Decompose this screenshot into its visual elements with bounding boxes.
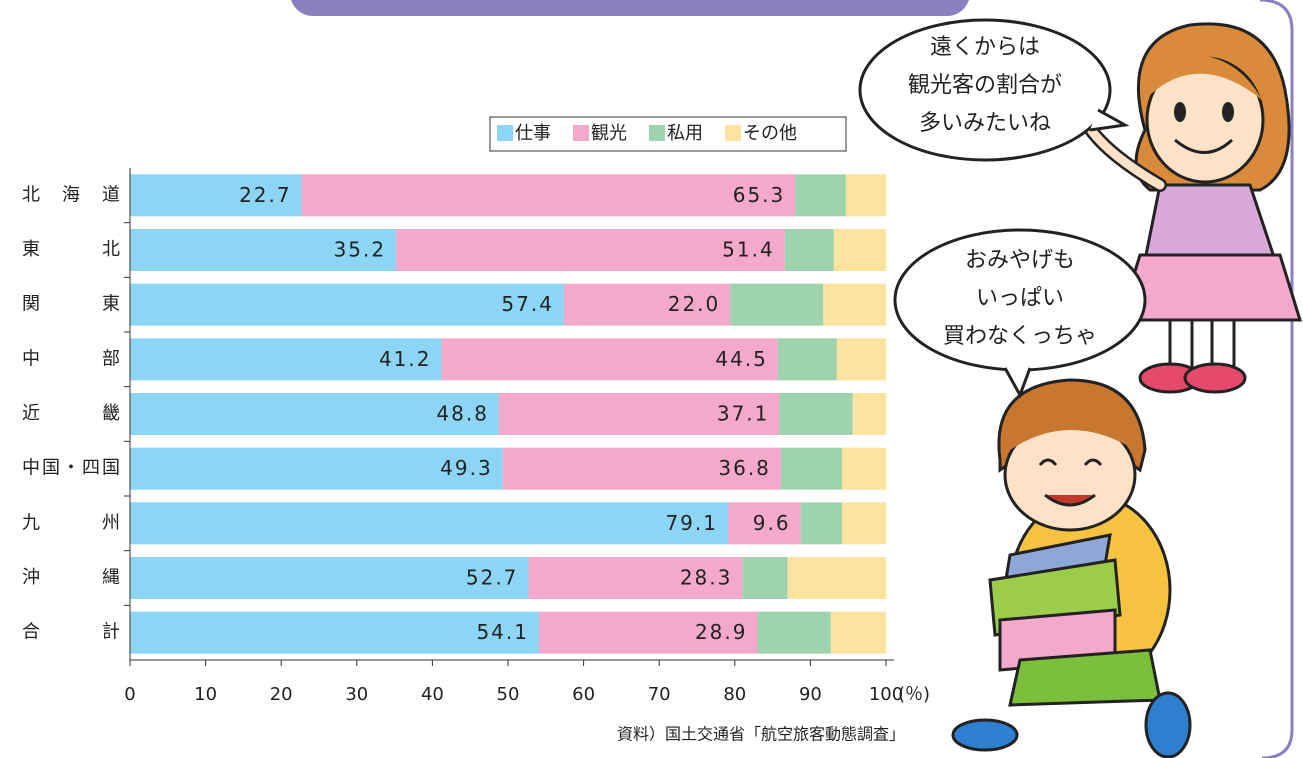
bar-segment xyxy=(130,338,442,381)
data-label: 49.3 xyxy=(440,456,493,480)
bar-segment xyxy=(130,611,539,654)
bubble-text: おみやげも xyxy=(965,248,1075,273)
legend-swatch xyxy=(497,125,513,141)
data-label: 54.1 xyxy=(476,620,529,644)
y-tick-label: 沖縄 xyxy=(22,567,120,588)
bar-segment xyxy=(730,283,824,326)
data-label: 48.8 xyxy=(436,402,489,426)
y-tick-label: 中部 xyxy=(22,348,120,369)
bar-segment xyxy=(795,174,846,217)
bar-segment xyxy=(396,229,785,271)
bar-segment xyxy=(130,229,397,271)
y-tick-label: 東北 xyxy=(22,239,120,260)
data-label: 35.2 xyxy=(334,238,387,262)
boy-illustration xyxy=(951,378,1192,758)
y-tick-label: 関東 xyxy=(22,294,120,315)
bar-segment xyxy=(130,502,728,545)
bar-segment xyxy=(130,557,529,599)
bar-segment xyxy=(538,611,758,654)
bar-segment xyxy=(784,229,834,271)
legend-swatch xyxy=(573,125,589,141)
data-label: 9.6 xyxy=(753,511,791,535)
bar-segment xyxy=(130,447,503,490)
bar-segment xyxy=(833,229,886,271)
data-label: 22.7 xyxy=(239,183,292,207)
bubble-tail xyxy=(1003,367,1032,399)
bar-segment xyxy=(301,174,796,217)
bar-segment xyxy=(742,557,788,599)
speech-bubble xyxy=(858,18,1112,162)
bar-segment xyxy=(800,502,843,545)
data-label: 28.9 xyxy=(695,620,748,644)
x-tick-label: 90 xyxy=(799,684,822,705)
data-label: 57.4 xyxy=(501,292,554,316)
bar-segment xyxy=(441,338,778,381)
x-tick-label: 0 xyxy=(124,684,135,705)
data-label: 41.2 xyxy=(379,347,432,371)
bubble-text: いっぱい xyxy=(976,286,1064,311)
header-pill xyxy=(291,0,969,16)
data-label: 52.7 xyxy=(466,566,519,590)
legend-label: 私用 xyxy=(667,123,703,144)
bar-segment xyxy=(852,393,886,435)
data-label: 37.1 xyxy=(717,402,770,426)
bar-segment xyxy=(498,393,780,435)
bar-segment xyxy=(842,447,886,490)
legend-label: 仕事 xyxy=(515,123,551,144)
x-tick-label: 50 xyxy=(497,684,520,705)
x-tick-label: 30 xyxy=(345,684,368,705)
bar-segment xyxy=(727,502,801,545)
bubble-text: 多いみたいね xyxy=(919,111,1051,136)
x-axis-unit: (％) xyxy=(898,684,930,705)
data-label: 36.8 xyxy=(718,456,771,480)
x-tick-label: 100 xyxy=(869,684,903,705)
bar-segment xyxy=(830,611,886,654)
x-tick-label: 20 xyxy=(270,684,293,705)
bar-segment xyxy=(780,447,843,490)
y-tick-label: 合計 xyxy=(22,622,120,643)
bubble-text: 買わなくっちゃ xyxy=(943,324,1097,349)
bar-segment xyxy=(130,393,499,435)
bar-segment xyxy=(528,557,743,599)
x-tick-label: 80 xyxy=(723,684,746,705)
legend-label: 観光 xyxy=(591,123,627,144)
legend-swatch xyxy=(649,125,665,141)
bar-segment xyxy=(779,393,853,435)
bar-segment xyxy=(836,338,886,381)
x-tick-label: 10 xyxy=(194,684,217,705)
bar-segment xyxy=(842,502,886,545)
data-label: 51.4 xyxy=(722,238,775,262)
y-tick-label: 近畿 xyxy=(22,403,120,424)
bar-segment xyxy=(777,338,837,381)
bar-segment xyxy=(130,174,302,217)
bar-segment xyxy=(563,283,731,326)
data-label: 22.0 xyxy=(668,292,721,316)
bar-segment xyxy=(757,611,831,654)
legend-swatch xyxy=(725,125,741,141)
legend-label: その他 xyxy=(743,123,797,144)
y-tick-label: 九州 xyxy=(22,512,120,533)
data-label: 44.5 xyxy=(715,347,768,371)
bar-segment xyxy=(130,283,564,326)
x-tick-label: 40 xyxy=(421,684,444,705)
x-tick-label: 60 xyxy=(572,684,595,705)
legend-box xyxy=(489,116,847,152)
y-tick-label: 北海道 xyxy=(22,184,120,205)
y-tick-label: 中国・四国 xyxy=(22,458,120,479)
bar-segment xyxy=(787,557,886,599)
data-label: 65.3 xyxy=(733,183,786,207)
source-note: 資料）国土交通省「航空旅客動態調査」 xyxy=(617,725,905,744)
bar-segment xyxy=(845,174,886,217)
frame-line xyxy=(1259,0,1294,758)
x-tick-label: 70 xyxy=(648,684,671,705)
bar-segment xyxy=(823,283,886,326)
bubble-text: 遠くからは xyxy=(930,35,1040,60)
bubble-tail xyxy=(1089,108,1130,132)
bar-segment xyxy=(502,447,781,490)
data-label: 28.3 xyxy=(680,566,733,590)
bubble-text: 観光客の割合が xyxy=(908,73,1062,98)
data-label: 79.1 xyxy=(665,511,718,535)
